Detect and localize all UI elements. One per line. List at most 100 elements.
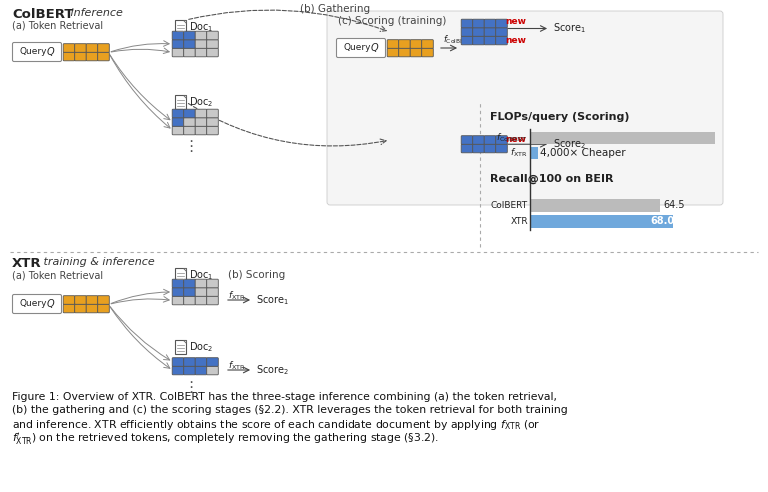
Text: $f_{\mathrm{XTR}}$: $f_{\mathrm{XTR}}$ (511, 147, 528, 159)
FancyBboxPatch shape (327, 11, 723, 205)
FancyBboxPatch shape (184, 48, 195, 57)
FancyBboxPatch shape (484, 136, 496, 144)
FancyBboxPatch shape (184, 126, 195, 135)
Text: 64.5: 64.5 (663, 201, 684, 211)
FancyBboxPatch shape (207, 109, 218, 118)
Text: (a) Token Retrieval: (a) Token Retrieval (12, 270, 103, 280)
Text: Doc$_1$: Doc$_1$ (189, 20, 214, 34)
FancyBboxPatch shape (98, 52, 109, 61)
FancyBboxPatch shape (86, 304, 98, 313)
FancyBboxPatch shape (74, 296, 86, 304)
FancyBboxPatch shape (207, 118, 218, 126)
FancyBboxPatch shape (86, 52, 98, 61)
Text: $f_{\mathrm{XTR}}$: $f_{\mathrm{XTR}}$ (228, 290, 246, 302)
Text: Recall@100 on BEIR: Recall@100 on BEIR (490, 174, 614, 184)
FancyBboxPatch shape (195, 279, 207, 288)
Text: new: new (505, 17, 526, 26)
Text: XTR: XTR (12, 257, 41, 270)
FancyBboxPatch shape (495, 36, 508, 45)
FancyBboxPatch shape (195, 296, 207, 305)
FancyBboxPatch shape (484, 36, 496, 45)
FancyBboxPatch shape (195, 358, 207, 367)
FancyBboxPatch shape (184, 40, 195, 48)
FancyBboxPatch shape (172, 296, 184, 305)
Polygon shape (183, 95, 186, 98)
FancyBboxPatch shape (495, 28, 508, 36)
FancyBboxPatch shape (12, 42, 61, 62)
FancyBboxPatch shape (484, 28, 496, 36)
FancyBboxPatch shape (74, 304, 86, 313)
FancyBboxPatch shape (195, 118, 207, 126)
FancyBboxPatch shape (184, 109, 195, 118)
FancyBboxPatch shape (472, 144, 485, 153)
FancyBboxPatch shape (172, 366, 184, 375)
FancyBboxPatch shape (399, 40, 410, 48)
Text: Doc$_2$: Doc$_2$ (189, 340, 214, 354)
Text: FLOPs/query (Scoring): FLOPs/query (Scoring) (490, 112, 630, 122)
FancyBboxPatch shape (195, 366, 207, 375)
Text: $f_{\mathrm{ColBERT}}$: $f_{\mathrm{ColBERT}}$ (443, 34, 472, 46)
Text: Doc$_1$: Doc$_1$ (189, 268, 214, 282)
FancyBboxPatch shape (195, 288, 207, 296)
FancyBboxPatch shape (472, 28, 485, 36)
FancyBboxPatch shape (399, 48, 410, 57)
FancyBboxPatch shape (387, 40, 399, 48)
FancyBboxPatch shape (484, 19, 496, 28)
Text: Query: Query (19, 48, 47, 57)
Text: Score$_2$: Score$_2$ (256, 363, 290, 377)
FancyBboxPatch shape (184, 31, 195, 40)
FancyBboxPatch shape (472, 136, 485, 144)
Text: Doc$_2$: Doc$_2$ (189, 95, 214, 109)
FancyBboxPatch shape (172, 48, 184, 57)
Text: Q: Q (47, 47, 55, 57)
FancyBboxPatch shape (207, 358, 218, 367)
Text: 4,000× Cheaper: 4,000× Cheaper (540, 148, 626, 158)
FancyBboxPatch shape (484, 144, 496, 153)
FancyBboxPatch shape (422, 40, 433, 48)
Text: inference: inference (67, 8, 123, 18)
Text: and inference. XTR efficiently obtains the score of each candidate document by a: and inference. XTR efficiently obtains t… (12, 418, 541, 432)
Text: Score$_1$: Score$_1$ (553, 22, 586, 35)
FancyBboxPatch shape (74, 52, 86, 61)
FancyBboxPatch shape (387, 48, 399, 57)
Text: Score$_2$: Score$_2$ (553, 137, 586, 151)
Text: (c) Scoring (training): (c) Scoring (training) (338, 16, 446, 26)
FancyBboxPatch shape (184, 279, 195, 288)
FancyBboxPatch shape (495, 19, 508, 28)
Polygon shape (183, 20, 186, 23)
FancyBboxPatch shape (195, 126, 207, 135)
FancyBboxPatch shape (175, 340, 186, 354)
Text: Score$_1$: Score$_1$ (256, 293, 290, 307)
Bar (530, 199, 660, 212)
Text: $f_{\mathrm{XTR}}'$) on the retrieved tokens, completely removing the gathering : $f_{\mathrm{XTR}}'$) on the retrieved to… (12, 431, 439, 447)
FancyBboxPatch shape (172, 31, 184, 40)
FancyBboxPatch shape (195, 40, 207, 48)
FancyBboxPatch shape (462, 144, 473, 153)
Text: ColBERT: ColBERT (491, 201, 528, 210)
FancyBboxPatch shape (175, 268, 186, 282)
Text: XTR: XTR (511, 217, 528, 226)
Text: (a) Token Retrieval: (a) Token Retrieval (12, 20, 103, 30)
FancyBboxPatch shape (495, 144, 508, 153)
FancyBboxPatch shape (172, 126, 184, 135)
FancyBboxPatch shape (195, 48, 207, 57)
FancyBboxPatch shape (195, 31, 207, 40)
Bar (530, 147, 538, 159)
FancyBboxPatch shape (207, 296, 218, 305)
FancyBboxPatch shape (175, 95, 186, 109)
FancyBboxPatch shape (63, 52, 74, 61)
Polygon shape (183, 340, 186, 343)
Text: training & inference: training & inference (40, 257, 154, 267)
FancyBboxPatch shape (172, 288, 184, 296)
Text: ⋮: ⋮ (183, 380, 198, 395)
FancyBboxPatch shape (207, 366, 218, 375)
FancyBboxPatch shape (207, 31, 218, 40)
Text: (b) the gathering and (c) the scoring stages (§2.2). XTR leverages the token ret: (b) the gathering and (c) the scoring st… (12, 405, 568, 415)
FancyBboxPatch shape (98, 44, 109, 52)
FancyBboxPatch shape (207, 279, 218, 288)
Text: Figure 1: Overview of XTR. ColBERT has the three-stage inference combining (a) t: Figure 1: Overview of XTR. ColBERT has t… (12, 392, 557, 402)
FancyBboxPatch shape (86, 44, 98, 52)
FancyBboxPatch shape (12, 295, 61, 313)
FancyBboxPatch shape (472, 19, 485, 28)
FancyBboxPatch shape (207, 48, 218, 57)
